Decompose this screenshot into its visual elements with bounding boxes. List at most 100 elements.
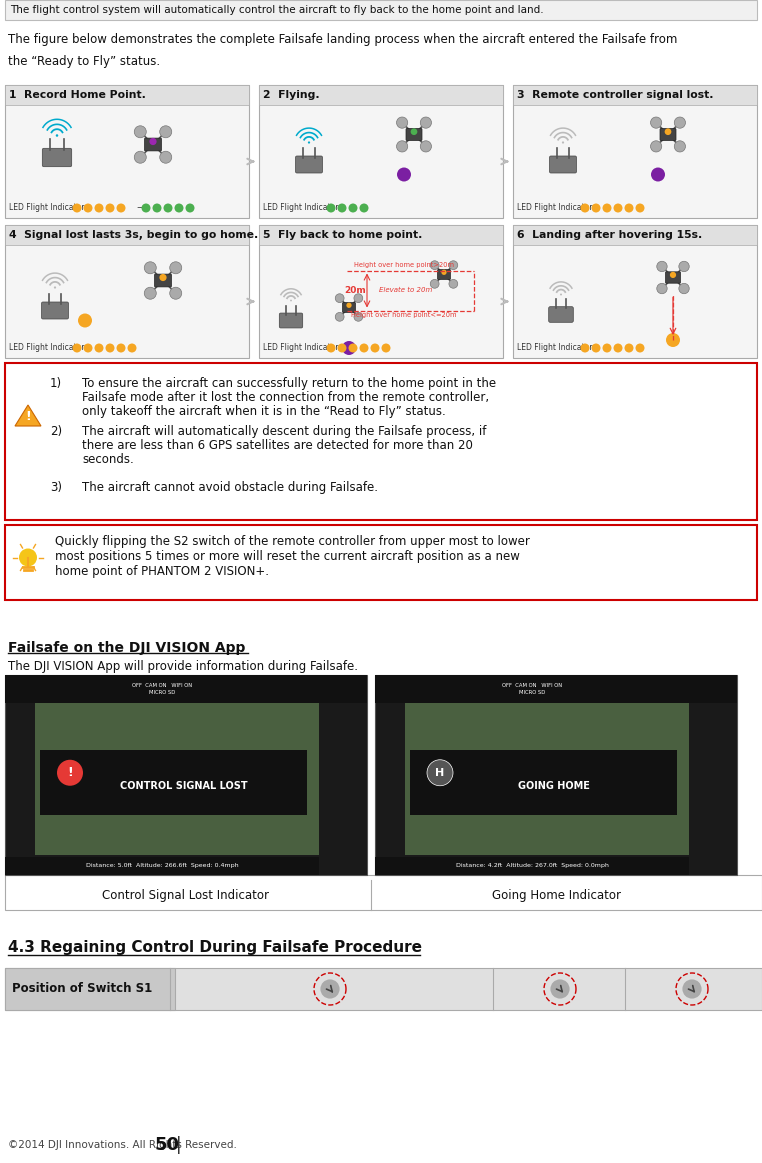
Circle shape [78, 314, 92, 328]
Circle shape [144, 262, 156, 273]
Text: home point of PHANTOM 2 VISION+.: home point of PHANTOM 2 VISION+. [55, 565, 269, 578]
Text: 20m: 20m [344, 286, 366, 295]
Circle shape [170, 262, 181, 273]
Circle shape [290, 300, 292, 301]
Circle shape [657, 262, 668, 272]
Circle shape [613, 343, 623, 352]
Text: there are less than 6 GPS satellites are detected for more than 20: there are less than 6 GPS satellites are… [82, 438, 473, 452]
Circle shape [174, 204, 184, 213]
Text: Distance: 4.2ft  Altitude: 267.0ft  Speed: 0.0mph: Distance: 4.2ft Altitude: 267.0ft Speed:… [456, 863, 608, 869]
FancyBboxPatch shape [375, 675, 737, 875]
Text: most positions 5 times or more will reset the current aircraft position as a new: most positions 5 times or more will rese… [55, 550, 520, 563]
Text: Distance: 5.0ft  Altitude: 266.6ft  Speed: 0.4mph: Distance: 5.0ft Altitude: 266.6ft Speed:… [85, 863, 239, 869]
Circle shape [421, 141, 431, 152]
FancyBboxPatch shape [5, 525, 757, 600]
Circle shape [142, 204, 151, 213]
FancyBboxPatch shape [259, 85, 503, 105]
Text: Elevate to 20m: Elevate to 20m [379, 287, 433, 293]
Text: 2  Flying.: 2 Flying. [263, 90, 319, 100]
Text: !: ! [67, 766, 73, 779]
Circle shape [94, 204, 104, 213]
Circle shape [144, 287, 156, 299]
Circle shape [134, 126, 146, 137]
FancyBboxPatch shape [5, 85, 249, 105]
FancyBboxPatch shape [5, 968, 175, 1009]
Circle shape [338, 343, 347, 352]
FancyBboxPatch shape [513, 224, 757, 245]
Circle shape [117, 204, 126, 213]
Circle shape [56, 134, 58, 137]
Text: LED Flight Indicator: LED Flight Indicator [517, 204, 593, 213]
Text: 50: 50 [155, 1136, 180, 1154]
Text: 6  Landing after hovering 15s.: 6 Landing after hovering 15s. [517, 230, 703, 240]
FancyBboxPatch shape [35, 695, 337, 855]
Text: The DJI VISION App will provide information during Failsafe.: The DJI VISION App will provide informat… [8, 659, 358, 673]
Circle shape [308, 142, 310, 143]
Text: 4.3 Regaining Control During Failsafe Procedure: 4.3 Regaining Control During Failsafe Pr… [8, 940, 422, 955]
Circle shape [427, 759, 453, 786]
Text: →: → [136, 204, 146, 213]
Text: ©2014 DJI Innovations. All Rights Reserved.: ©2014 DJI Innovations. All Rights Reserv… [8, 1140, 237, 1150]
Text: Quickly flipping the S2 switch of the remote controller from upper most to lower: Quickly flipping the S2 switch of the re… [55, 535, 530, 548]
Circle shape [674, 141, 686, 152]
Circle shape [550, 979, 570, 999]
Circle shape [396, 141, 408, 152]
Circle shape [636, 204, 645, 213]
FancyBboxPatch shape [5, 0, 757, 20]
Text: To ensure the aircraft can successfully return to the home point in the: To ensure the aircraft can successfully … [82, 377, 496, 390]
Text: Going Home Indicator: Going Home Indicator [491, 889, 620, 902]
Circle shape [613, 204, 623, 213]
Text: Position of Switch S1: Position of Switch S1 [12, 983, 152, 996]
Text: Height over home point>20m: Height over home point>20m [354, 263, 454, 269]
Text: Failsafe mode after it lost the connection from the remote controller,: Failsafe mode after it lost the connecti… [82, 391, 489, 404]
Circle shape [431, 261, 439, 270]
Circle shape [603, 343, 611, 352]
FancyBboxPatch shape [665, 272, 680, 283]
Circle shape [160, 126, 171, 137]
FancyBboxPatch shape [375, 675, 737, 702]
Text: LED Flight Indicator: LED Flight Indicator [263, 343, 338, 352]
Circle shape [105, 204, 114, 213]
Circle shape [636, 343, 645, 352]
FancyBboxPatch shape [513, 85, 757, 217]
FancyBboxPatch shape [5, 363, 757, 520]
Circle shape [421, 117, 431, 128]
FancyBboxPatch shape [5, 224, 249, 245]
Circle shape [679, 262, 690, 272]
Circle shape [676, 973, 708, 1005]
Circle shape [164, 204, 172, 213]
Circle shape [651, 117, 661, 128]
Text: 3  Remote controller signal lost.: 3 Remote controller signal lost. [517, 90, 713, 100]
Circle shape [562, 142, 564, 143]
Circle shape [396, 117, 408, 128]
Circle shape [170, 287, 181, 299]
Circle shape [625, 343, 633, 352]
Circle shape [335, 294, 344, 302]
FancyBboxPatch shape [689, 675, 737, 875]
FancyBboxPatch shape [296, 156, 322, 173]
Text: 1  Record Home Point.: 1 Record Home Point. [9, 90, 146, 100]
FancyBboxPatch shape [145, 138, 162, 151]
Circle shape [670, 272, 676, 278]
Circle shape [625, 204, 633, 213]
Circle shape [127, 343, 136, 352]
FancyBboxPatch shape [5, 675, 367, 702]
FancyBboxPatch shape [342, 302, 356, 313]
Circle shape [152, 204, 162, 213]
Text: OFF  CAM ON   WIFI ON
MICRO SD: OFF CAM ON WIFI ON MICRO SD [132, 684, 192, 694]
FancyBboxPatch shape [319, 675, 367, 875]
Circle shape [149, 138, 157, 145]
Circle shape [354, 294, 363, 302]
Text: 2): 2) [50, 424, 62, 438]
Circle shape [397, 167, 411, 181]
Circle shape [335, 313, 344, 321]
FancyBboxPatch shape [5, 875, 762, 909]
Circle shape [441, 270, 447, 274]
Text: LED Flight Indicator: LED Flight Indicator [517, 343, 593, 352]
FancyBboxPatch shape [5, 85, 249, 217]
FancyBboxPatch shape [375, 857, 689, 875]
FancyBboxPatch shape [259, 224, 503, 358]
Circle shape [360, 204, 369, 213]
Circle shape [431, 279, 439, 288]
FancyBboxPatch shape [437, 270, 450, 279]
